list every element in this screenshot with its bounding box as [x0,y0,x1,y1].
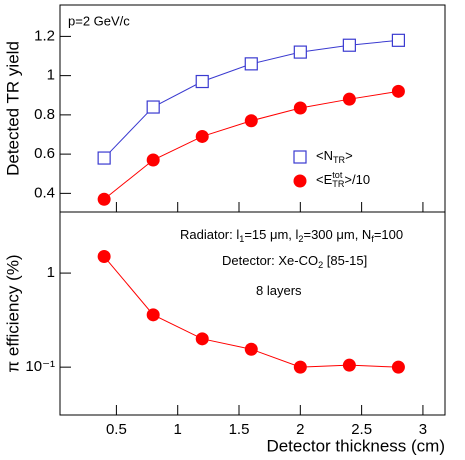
text-part: [85-15] [323,253,367,268]
y-tick-label: 1.2 [34,27,55,44]
annotation: Detector: Xe-CO2 [85-15] [222,253,367,269]
subscript: 1 [239,234,244,244]
x-tick-label: 1 [174,421,182,438]
marker [342,358,356,372]
text-part: Radiator: l [180,227,239,242]
x-tick-label: 3 [419,421,427,438]
superscript: tot [332,170,343,180]
marker [342,38,356,52]
text-part: > [345,148,353,163]
marker [195,74,209,89]
subscript: TR [333,155,346,165]
annotation: p=2 GeV/c [68,13,130,28]
x-axis-title: Detector thickness (cm) [266,436,445,455]
marker [195,129,209,143]
text-part: <N [316,148,333,163]
plot-frame [59,211,446,416]
text-part: <E [316,172,333,187]
marker [342,92,356,106]
marker [97,250,111,264]
annotation: 8 layers [256,283,302,298]
marker [391,360,405,374]
marker [293,360,307,374]
marker [391,84,405,98]
legend-label: <NTR> [316,148,353,164]
marker [293,101,307,115]
marker [146,153,160,167]
text-part: >/10 [344,172,370,187]
legend-marker [293,150,307,164]
y-axis-title: Detected TR yield [3,41,22,176]
x-tick-label: 2 [296,421,304,438]
marker [391,33,406,47]
y-tick-label: 1 [47,67,55,84]
marker [244,114,258,128]
y-tick-label: 10⁻¹ [25,358,55,375]
y-tick-label: 0.8 [34,106,55,123]
text-part: Detector: Xe-CO [222,253,318,268]
x-tick-label: 2.5 [351,421,372,438]
legend-marker [293,174,307,188]
marker [146,100,160,114]
text-part: =300 μm, N [303,227,371,242]
marker [97,151,111,165]
marker [146,308,160,322]
y-tick-label: 0.4 [34,184,55,201]
y-tick-label: 0.6 [34,145,55,162]
subscript: f [371,234,374,244]
y-tick-label: 1 [47,264,55,281]
x-tick-label: 0.5 [106,421,127,438]
y-axis-title: π efficiency (%) [3,254,22,372]
marker [97,192,111,206]
subscript: 2 [298,234,303,244]
x-tick-label: 1.5 [229,421,250,438]
text-part: 8 layers [256,283,302,298]
marker [293,45,307,59]
marker [195,332,209,346]
annotation: Radiator: l1=15 μm, l2=300 μm, Nf=100 [180,227,403,243]
text-part: =15 μm, l [244,227,298,242]
marker [244,342,258,356]
text-part: =100 [374,227,403,242]
subscript: TR [332,179,345,189]
subscript: 2 [318,260,323,270]
marker [244,57,258,71]
legend-label: <Etot TR>/10 [316,170,370,188]
